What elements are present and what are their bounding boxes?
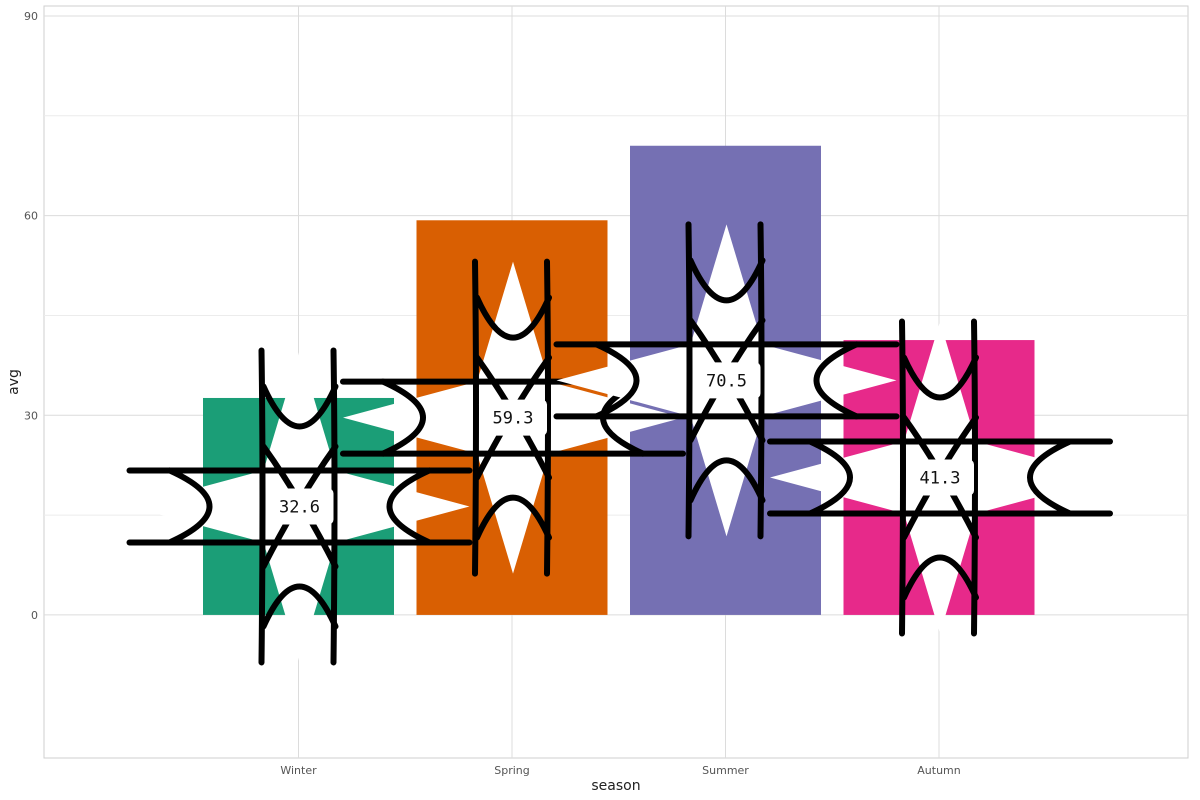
- value-label-box: 70.5: [692, 362, 761, 399]
- star-stroke: [330, 347, 338, 666]
- star-stroke: [685, 221, 693, 540]
- star-stroke: [380, 378, 426, 457]
- star-stroke: [687, 257, 766, 304]
- x-tick-label: Autumn: [917, 764, 960, 777]
- star-stroke: [258, 347, 266, 666]
- x-tick-label: Summer: [702, 764, 749, 777]
- value-label-background: [692, 362, 761, 399]
- star-stroke: [1027, 438, 1073, 517]
- value-label-box: 41.3: [906, 459, 974, 496]
- star-stroke: [757, 221, 765, 540]
- star-stroke: [901, 354, 979, 401]
- y-axis-title: avg: [6, 369, 22, 395]
- value-label: 59.3: [493, 409, 534, 429]
- star-stroke: [813, 341, 860, 420]
- star-stroke: [474, 494, 552, 541]
- x-tick-label: Winter: [280, 764, 317, 777]
- star-stroke: [901, 554, 979, 601]
- star-stroke: [593, 341, 640, 420]
- x-axis-ticks: Winter Spring Summer Autumn: [280, 764, 960, 777]
- value-label: 70.5: [706, 371, 747, 391]
- y-tick-label: 60: [24, 210, 38, 223]
- x-axis-title: season: [591, 778, 640, 794]
- value-labels: 32.6 59.3 70.5 41.3: [265, 362, 974, 525]
- star-stroke: [687, 457, 766, 504]
- y-tick-label: 0: [31, 609, 38, 622]
- star-stroke: [474, 294, 552, 341]
- star-stroke: [260, 383, 339, 430]
- value-label-background: [479, 399, 547, 436]
- star-stroke: [166, 467, 213, 546]
- value-label: 41.3: [920, 468, 961, 488]
- star-stroke: [544, 258, 551, 577]
- value-label-box: 59.3: [479, 399, 547, 436]
- star-stroke: [971, 318, 978, 637]
- value-label-background: [265, 488, 334, 525]
- y-axis-ticks: 0 30 60 90: [24, 10, 38, 622]
- value-label: 32.6: [279, 497, 320, 517]
- star-stroke: [807, 438, 853, 517]
- star-stroke: [472, 258, 479, 577]
- value-label-box: 32.6: [265, 488, 334, 525]
- x-tick-label: Spring: [494, 764, 530, 777]
- y-tick-label: 30: [24, 409, 38, 422]
- value-label-background: [906, 459, 974, 496]
- y-tick-label: 90: [24, 10, 38, 23]
- star-stroke: [899, 318, 906, 637]
- star-stroke: [260, 583, 339, 630]
- star-stroke: [386, 467, 433, 546]
